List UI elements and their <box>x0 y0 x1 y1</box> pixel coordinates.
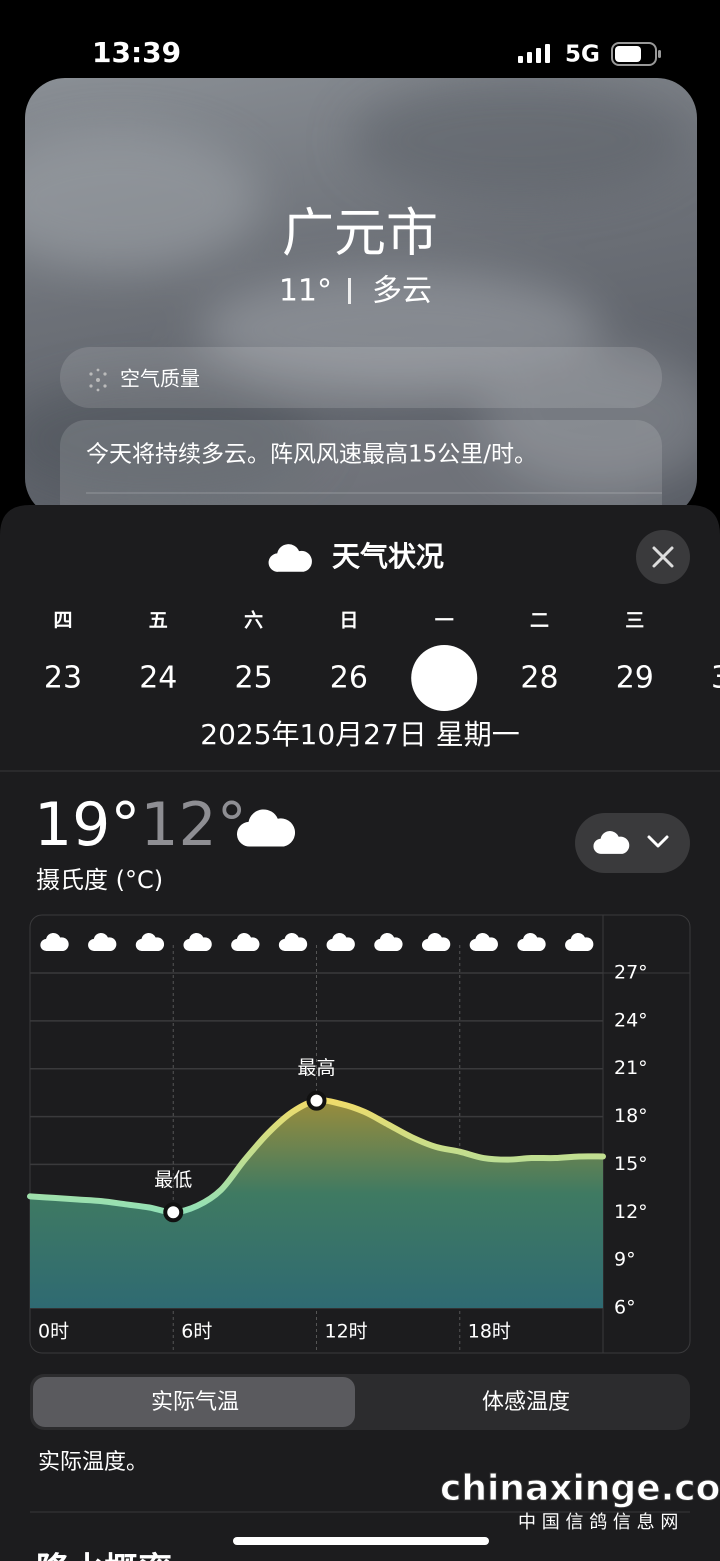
air-quality-pill[interactable] <box>60 347 662 408</box>
x-tick-label: 6时 <box>181 1321 212 1343</box>
y-tick-label: 21° <box>614 1057 648 1079</box>
selected-day <box>411 645 478 711</box>
temperature-chart: 6° 9° 12° 15° 18° 21° 24° 27° 0时 6时 12时 18时 最低 最高 <box>27 915 690 1353</box>
day-number[interactable]: 30 <box>711 661 720 696</box>
low-temperature: 12° <box>140 790 246 860</box>
watermark-name: 中 国 信 鸽 信 息 网 <box>518 1512 678 1533</box>
day-number[interactable]: 28 <box>520 661 558 696</box>
day-strip: 四23五24六25日26一27二28三29四30 <box>44 609 720 711</box>
y-tick-label: 15° <box>614 1153 648 1175</box>
weekday: 四 <box>53 610 72 632</box>
x-tick-label: 18时 <box>468 1321 511 1343</box>
battery-icon <box>611 42 661 66</box>
day-number[interactable]: 25 <box>235 661 273 696</box>
weekday: 六 <box>244 609 263 632</box>
unit-label: 摄氏度 (°C) <box>36 866 163 894</box>
y-tick-label: 9° <box>614 1249 636 1271</box>
temperature-range: 19°12° <box>34 790 247 860</box>
summary-text: 今天将持续多云。阵风风速最高15公里/时。 <box>86 442 537 468</box>
extreme-marker <box>163 1202 184 1223</box>
watermark-site: chinaxinge.com <box>440 1468 720 1509</box>
tab-label: 体感温度 <box>482 1390 570 1415</box>
y-tick-label: 12° <box>614 1201 648 1223</box>
dropdown-chevron <box>647 835 669 848</box>
selected-date: 2025年10月27日 星期一 <box>200 718 519 751</box>
tab-label: 实际气温 <box>151 1390 239 1415</box>
weekday: 二 <box>530 610 549 632</box>
signal-icon <box>518 44 550 63</box>
annotation: 最高 <box>297 1057 335 1079</box>
y-tick-label: 18° <box>614 1105 648 1127</box>
weather-card <box>25 78 697 518</box>
description: 实际温度。 <box>38 1450 148 1475</box>
status-time: 13:39 <box>92 36 181 69</box>
condition-dropdown[interactable] <box>575 813 690 873</box>
day-number[interactable]: 26 <box>330 661 368 696</box>
segment-selected[interactable] <box>33 1377 355 1427</box>
weekday: 三 <box>625 610 644 632</box>
home-indicator <box>233 1537 489 1545</box>
air-quality-label: 空气质量 <box>120 367 200 391</box>
y-tick-label: 27° <box>614 962 648 984</box>
x-tick-label: 0时 <box>38 1321 69 1343</box>
day-number[interactable]: 23 <box>44 661 82 696</box>
current-condition: 多云 <box>372 274 432 309</box>
weekday: 五 <box>149 610 168 632</box>
city-name: 广元市 <box>282 204 438 264</box>
separator <box>348 278 351 304</box>
chart-frame <box>29 914 691 1354</box>
current-temperature: 11° <box>279 274 332 309</box>
x-tick-label: 12时 <box>325 1321 368 1343</box>
day-number[interactable]: 24 <box>139 661 177 696</box>
y-tick-label: 6° <box>614 1297 636 1319</box>
status-network: 5G <box>565 42 600 68</box>
day-number[interactable]: 29 <box>616 661 654 696</box>
day-number[interactable]: 27 <box>425 661 463 696</box>
air-quality-icon <box>89 368 107 392</box>
annotation: 最低 <box>154 1169 192 1191</box>
next-section-title: 降水概率 <box>36 1551 172 1561</box>
sheet-title: 天气状况 <box>332 540 444 573</box>
weekday: 一 <box>435 610 454 632</box>
y-tick-label: 24° <box>614 1009 648 1031</box>
weekday: 日 <box>339 610 358 632</box>
close-icon <box>652 546 674 568</box>
high-temperature: 19° <box>34 790 140 860</box>
extreme-marker <box>306 1090 327 1111</box>
